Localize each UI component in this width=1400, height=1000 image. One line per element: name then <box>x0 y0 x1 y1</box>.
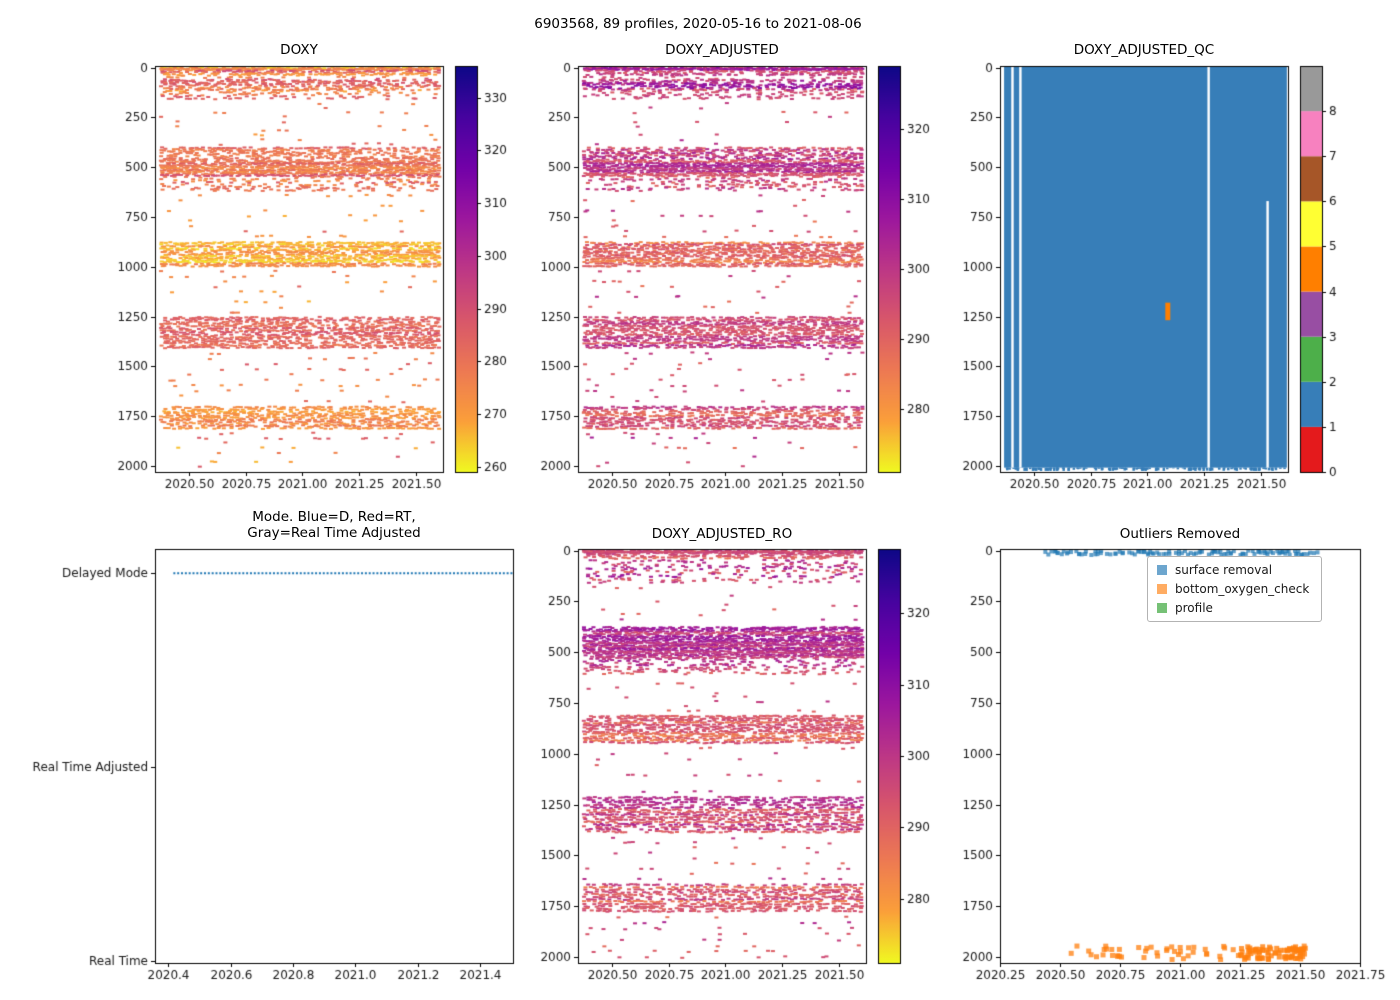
outliers-legend: surface removal bottom_oxygen_check prof… <box>1147 556 1323 622</box>
subplot-title-doxy-adjusted: DOXY_ADJUSTED <box>665 42 779 58</box>
figure-title: 6903568, 89 profiles, 2020-05-16 to 2021… <box>534 16 862 32</box>
legend-label-surface-removal: surface removal <box>1175 563 1273 577</box>
legend-item-surface-removal: surface removal <box>1157 563 1309 577</box>
legend-item-bottom-oxygen-check: bottom_oxygen_check <box>1157 582 1309 596</box>
subplot-title-outliers-removed: Outliers Removed <box>1119 526 1241 542</box>
legend-item-profile: profile <box>1157 601 1309 615</box>
subplot-title-doxy: DOXY <box>280 42 318 58</box>
subplot-title-doxy-adjusted-qc: DOXY_ADJUSTED_QC <box>1073 42 1215 58</box>
subplot-title-mode: Mode. Blue=D, Red=RT, Gray=Real Time Adj… <box>247 509 421 541</box>
legend-label-bottom-oxygen-check: bottom_oxygen_check <box>1175 582 1310 596</box>
legend-label-profile: profile <box>1175 601 1213 615</box>
legend-swatch-profile-icon <box>1157 603 1167 613</box>
legend-swatch-bottom-oxygen-check-icon <box>1157 584 1167 594</box>
subplot-title-doxy-adjusted-ro: DOXY_ADJUSTED_RO <box>651 526 793 542</box>
legend-swatch-surface-removal-icon <box>1157 565 1167 575</box>
